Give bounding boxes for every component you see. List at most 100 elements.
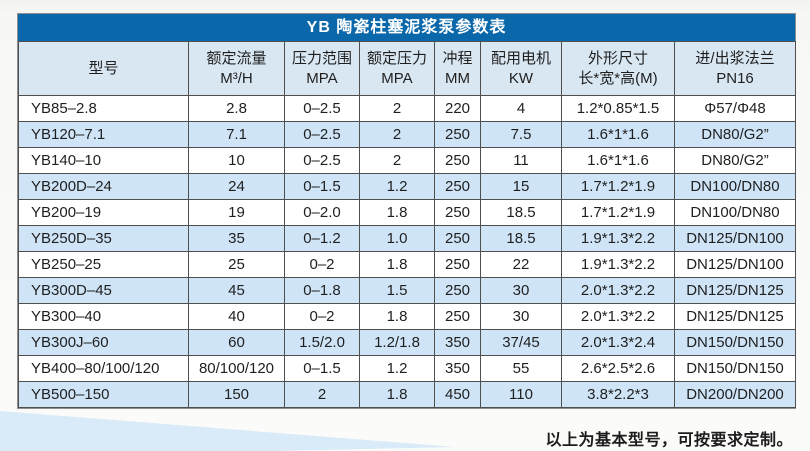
model-cell: YB200–19 [18,199,189,226]
model-cell: YB85–2.8 [18,95,189,122]
header-line2: 长*宽*高(M) [578,69,658,87]
column-header: 型号 [18,41,189,96]
header-line1: 额定流量 [206,50,267,67]
value-cell: 250 [434,251,481,278]
value-cell: 0–1.5 [284,173,360,200]
value-cell: 30 [480,277,562,304]
value-cell: 37/45 [480,329,562,356]
pump-parameter-table: YB 陶瓷柱塞泥浆泵参数表 型号 额定流量 M³/H 压力范围 MPA 额定压力 MPA 冲程… [17,13,796,409]
header-line2: MPA [381,69,413,87]
table-row: YB300J–60 60 1.5/2.0 1.2/1.8 350 37/45 2.0*1.3… [18,329,796,356]
value-cell: 110 [480,381,562,408]
value-cell: 2 [359,95,435,122]
value-cell: 1.9*1.3*2.2 [561,225,675,252]
model-cell: YB300J–60 [18,329,189,356]
header-line1: 配用电机 [490,50,551,67]
table-header: 型号 额定流量 M³/H 压力范围 MPA 额定压力 MPA 冲程 MM 配用电机 KW 外形尺寸 长*… [18,41,796,96]
spec-table: 型号 额定流量 M³/H 压力范围 MPA 额定压力 MPA 冲程 MM 配用电机 KW 外形尺寸 长*… [18,41,796,408]
decorative-wedge [0,411,455,451]
value-cell: 1.6*1*1.6 [561,147,675,174]
value-cell: 0–2 [284,303,360,330]
value-cell: 250 [434,199,481,226]
value-cell: 1.0 [359,225,435,252]
table-title: YB 陶瓷柱塞泥浆泵参数表 [18,14,795,41]
header-line1: 型号 [88,59,119,77]
value-cell: 2.0*1.3*2.4 [561,329,675,356]
table-row: YB200–19 19 0–2.0 1.8 250 18.5 1.7*1.2*1.9 DN10… [18,199,796,226]
value-cell: 10 [188,147,285,174]
value-cell: DN80/G2” [674,147,796,174]
header-line1: 进/出浆法兰 [695,50,775,67]
value-cell: DN125/DN100 [674,251,796,278]
value-cell: 0–2 [284,251,360,278]
value-cell: 15 [480,173,562,200]
value-cell: 1.7*1.2*1.9 [561,173,675,200]
value-cell: 80/100/120 [188,355,285,382]
value-cell: 1.2/1.8 [359,329,435,356]
value-cell: DN150/DN150 [674,355,796,382]
table-row: YB300D–45 45 0–1.8 1.5 250 30 2.0*1.3*2.2 DN125… [18,277,796,304]
table-row: YB250D–35 35 0–1.2 1.0 250 18.5 1.9*1.3*2.2 DN1… [18,225,796,252]
value-cell: 4 [480,95,562,122]
value-cell: 2 [359,121,435,148]
footer-note: 以上为基本型号，可按要求定制。 [545,432,793,449]
value-cell: DN80/G2” [674,121,796,148]
header-line1: 外形尺寸 [587,50,648,67]
header-line2: M³/H [220,69,253,87]
value-cell: Φ57/Φ48 [674,95,796,122]
value-cell: 250 [434,277,481,304]
value-cell: 0–1.8 [284,277,360,304]
value-cell: 40 [188,303,285,330]
value-cell: 24 [188,173,285,200]
value-cell: 3.8*2.2*3 [561,381,675,408]
value-cell: 350 [434,329,481,356]
value-cell: 1.9*1.3*2.2 [561,251,675,278]
table-row: YB200D–24 24 0–1.5 1.2 250 15 1.7*1.2*1.9 DN100… [18,173,796,200]
value-cell: 1.5/2.0 [284,329,360,356]
value-cell: 350 [434,355,481,382]
value-cell: 45 [188,277,285,304]
model-cell: YB250D–35 [18,225,189,252]
value-cell: 1.2*0.85*1.5 [561,95,675,122]
value-cell: 2.8 [188,95,285,122]
value-cell: 2.0*1.3*2.2 [561,277,675,304]
value-cell: DN100/DN80 [674,199,796,226]
value-cell: 0–2.5 [284,147,360,174]
value-cell: 60 [188,329,285,356]
model-cell: YB300–40 [18,303,189,330]
value-cell: 1.8 [359,251,435,278]
value-cell: 250 [434,303,481,330]
header-line2: KW [508,69,534,87]
value-cell: 220 [434,95,481,122]
value-cell: DN125/DN125 [674,277,796,304]
column-header: 冲程 MM [434,41,481,96]
header-line2: MPA [306,69,338,87]
model-cell: YB120–7.1 [18,121,189,148]
value-cell: 30 [480,303,562,330]
value-cell: 19 [188,199,285,226]
value-cell: 1.8 [359,303,435,330]
value-cell: 35 [188,225,285,252]
value-cell: 25 [188,251,285,278]
value-cell: 18.5 [480,225,562,252]
model-cell: YB140–10 [18,147,189,174]
value-cell: 1.5 [359,277,435,304]
value-cell: 0–1.5 [284,355,360,382]
model-cell: YB300D–45 [18,277,189,304]
table-row: YB140–10 10 0–2.5 2 250 11 1.6*1*1.6 DN80/G2” [18,147,796,174]
value-cell: DN200/DN200 [674,381,796,408]
value-cell: 250 [434,225,481,252]
column-header: 额定压力 MPA [359,41,435,96]
value-cell: 18.5 [480,199,562,226]
value-cell: DN100/DN80 [674,173,796,200]
header-line2: MM [445,69,470,87]
table-row: YB250–25 25 0–2 1.8 250 22 1.9*1.3*2.2 DN125/DN… [18,251,796,278]
value-cell: 250 [434,173,481,200]
column-header: 外形尺寸长*宽*高(M) [561,41,675,96]
model-cell: YB400–80/100/120 [18,355,189,382]
table-row: YB400–80/100/120 80/100/120 0–1.5 1.2 350 55 2… [18,355,796,382]
value-cell: 1.8 [359,199,435,226]
table-row: YB300–40 40 0–2 1.8 250 30 2.0*1.3*2.2 DN125/DN… [18,303,796,330]
value-cell: 11 [480,147,562,174]
